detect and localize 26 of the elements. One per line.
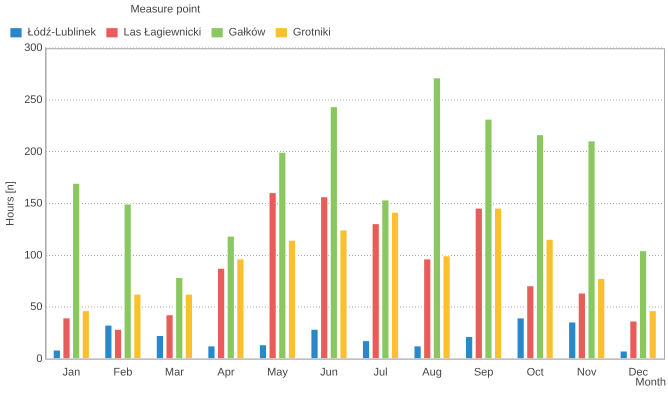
y-tick-label: 300: [24, 42, 43, 54]
legend-label: Las Łagiewnicki: [123, 26, 202, 39]
x-axis-title: Month: [635, 376, 666, 388]
y-tick-label: 200: [24, 146, 43, 158]
x-tick-label: Jun: [320, 366, 338, 378]
y-tick-label: 50: [30, 301, 43, 314]
y-tick-label: 100: [24, 249, 43, 262]
x-tick-label: Aug: [422, 366, 442, 378]
y-tick-label: 250: [24, 94, 43, 106]
x-tick-label: Sep: [474, 366, 494, 378]
y-axis-title: Hours [n]: [4, 181, 17, 226]
legend-label: Łódź-Lublinek: [28, 26, 96, 39]
x-tick-label: Jul: [374, 366, 388, 378]
x-tick-label: Mar: [164, 366, 184, 378]
legend-title: Measure point: [130, 4, 200, 16]
legend-label: Grotniki: [292, 26, 331, 39]
x-tick-label: Jan: [62, 366, 80, 378]
legend-label: Gałków: [228, 26, 266, 39]
x-tick-label: Nov: [576, 366, 597, 378]
x-tick-label: Feb: [113, 366, 132, 378]
x-tick-label: Apr: [217, 366, 235, 378]
x-tick-label: Dec: [628, 366, 649, 378]
x-tick-label: May: [267, 366, 288, 378]
x-tick-label: Oct: [526, 366, 544, 378]
y-tick-label: 150: [24, 198, 43, 210]
y-tick-label: 0: [36, 352, 43, 365]
